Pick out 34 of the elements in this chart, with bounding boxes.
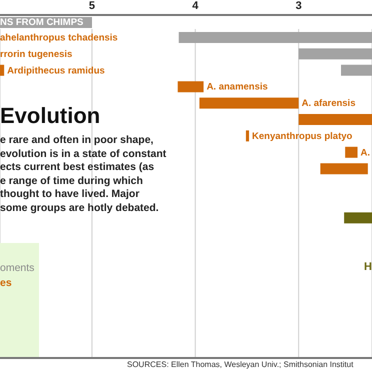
y-tick-label: ahelanthropus tchadensis <box>0 32 118 44</box>
x-tick-label: 4 <box>192 0 200 12</box>
text: NS FROM CHIMPS <box>0 17 92 28</box>
bar <box>344 212 372 224</box>
annotation: thought to have lived. Major <box>0 188 140 202</box>
x-tick-label: 5 <box>88 0 96 12</box>
y-tick-label: A. <box>360 147 370 158</box>
x-tick-label: 3 <box>296 0 302 12</box>
annotation: e rare and often in poor shape, <box>0 134 154 148</box>
bar <box>320 163 368 174</box>
bar <box>178 32 372 43</box>
annotation: some groups are hotly debated. <box>0 202 160 216</box>
bar <box>298 114 372 125</box>
bar <box>0 64 4 76</box>
source-note: SOURCES: Ellen Thomas, Wesleyan Univ.; Smithsonian Institut <box>127 360 354 369</box>
annotation: H <box>364 261 372 273</box>
panel: oments es <box>0 243 39 357</box>
annotation: ects current best estimates (as <box>0 161 156 175</box>
y-tick-label: rrorin tugenesis <box>0 48 72 60</box>
y-tick-label: Ardipithecus ramidus <box>7 65 105 76</box>
y-tick-label: A. anamensis <box>206 82 268 93</box>
bar <box>341 64 372 76</box>
bar <box>178 81 204 92</box>
text: Evolution <box>0 103 100 129</box>
annotation: e range of time during which <box>0 174 144 188</box>
y-tick-label: A. afarensis <box>302 98 356 110</box>
bar <box>298 48 372 60</box>
annotation: es <box>0 277 12 289</box>
bar <box>345 146 358 158</box>
annotation: evolution is in a state of constant <box>0 148 166 162</box>
y-tick-label: Kenyanthropus platyo <box>252 130 353 142</box>
bar <box>246 130 250 142</box>
bar <box>199 98 299 109</box>
annotation: oments <box>0 262 34 274</box>
